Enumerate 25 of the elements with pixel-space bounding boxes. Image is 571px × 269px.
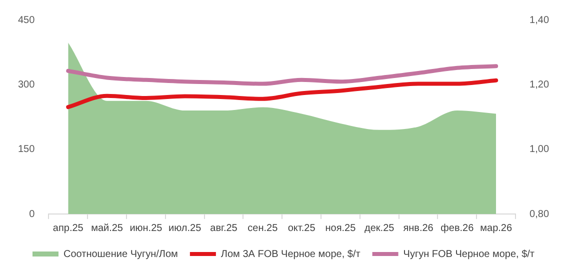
legend-label: Чугун FOB Черное море, $/т bbox=[403, 248, 535, 260]
y2-tick-label: 1,20 bbox=[530, 79, 550, 90]
legend-label: Соотношение Чугун/Лом bbox=[64, 248, 178, 260]
x-tick-label: окт.25 bbox=[288, 222, 316, 234]
y-tick-label: 150 bbox=[18, 144, 36, 156]
legend-label: Лом 3А FOB Черное море, $/т bbox=[220, 248, 361, 260]
x-tick-label: мар.26 bbox=[480, 222, 512, 234]
y2-tick-label: 0,80 bbox=[530, 208, 550, 220]
x-tick-label: апр.25 bbox=[52, 222, 84, 234]
x-tick-label: май.25 bbox=[91, 222, 124, 234]
x-tick-label: июн.25 bbox=[130, 222, 163, 234]
x-tick-label: авг.25 bbox=[210, 222, 238, 234]
line-series bbox=[66, 78, 498, 110]
x-tick-label: янв.26 bbox=[403, 222, 434, 234]
x-tick-label: дек.25 bbox=[364, 222, 395, 234]
y2-tick-label: 1,00 bbox=[530, 144, 550, 156]
x-tick-label: сен.25 bbox=[248, 222, 278, 234]
line-series bbox=[66, 64, 498, 86]
y-tick-label: 300 bbox=[18, 79, 36, 90]
x-tick-label: июл.25 bbox=[168, 222, 202, 234]
x-tick-label: ноя.25 bbox=[325, 222, 356, 234]
x-tick-label: фев.26 bbox=[440, 222, 474, 234]
y-tick-label: 450 bbox=[18, 14, 36, 26]
y-tick-label: 0 bbox=[29, 208, 36, 220]
y2-tick-label: 1,40 bbox=[530, 14, 550, 26]
